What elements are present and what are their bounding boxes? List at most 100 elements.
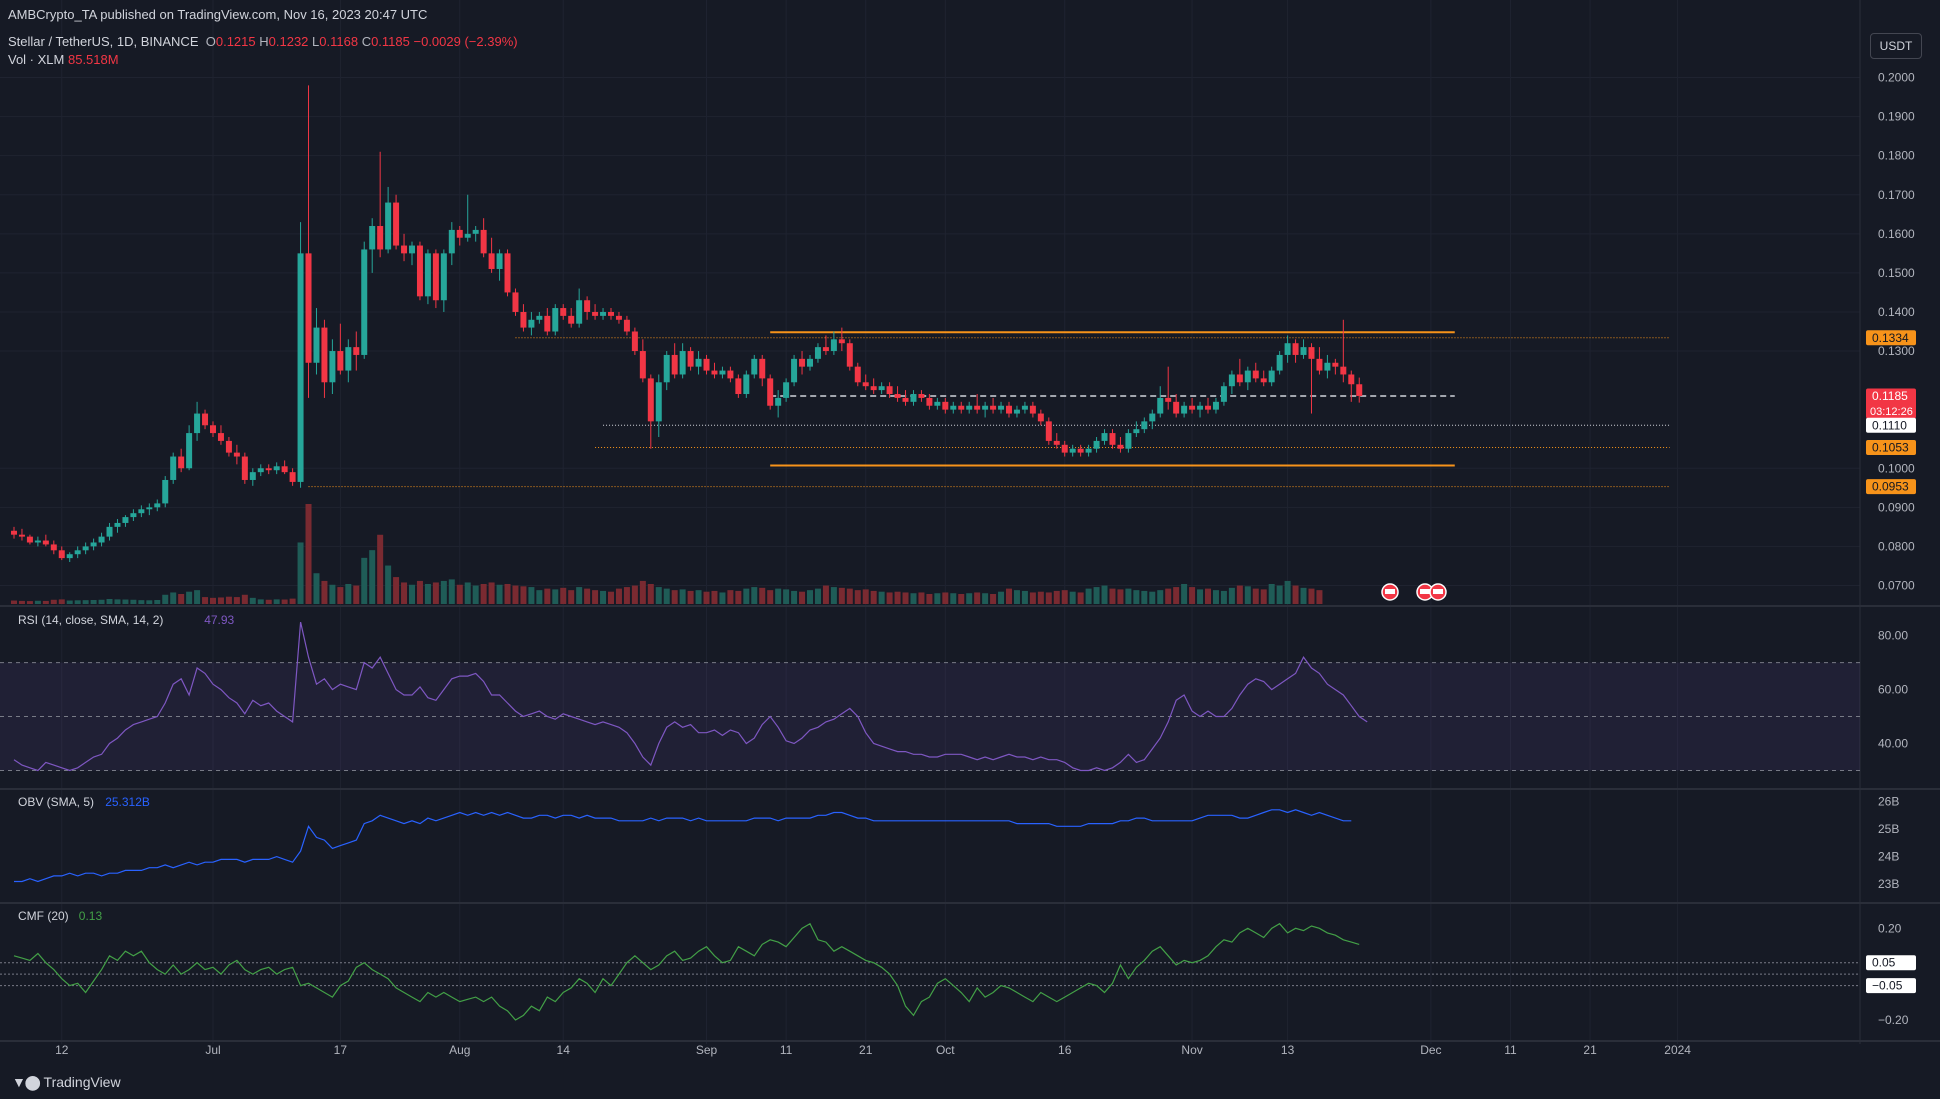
volume-bar — [830, 587, 837, 604]
candle-body — [1101, 433, 1108, 441]
volume-bar — [98, 599, 105, 604]
volume-bar — [448, 579, 455, 604]
volume-bar — [1165, 588, 1172, 604]
time-tick: 16 — [1058, 1043, 1072, 1057]
obv-tick: 24B — [1878, 850, 1899, 864]
candle-body — [1340, 366, 1347, 375]
time-tick: 14 — [557, 1043, 571, 1057]
candle-body — [106, 526, 113, 537]
volume-bar — [1236, 585, 1243, 604]
close-value: 0.1185 — [371, 34, 410, 49]
candle-body — [170, 456, 177, 480]
volume-bar — [1141, 590, 1148, 604]
support-resistance-levels — [308, 331, 1670, 488]
price-axis[interactable]: 0.2000 0.1900 0.1800 0.1700 0.1600 0.1500 0.14… — [1878, 71, 1915, 1027]
obv-tick: 23B — [1878, 877, 1899, 891]
candle-body — [1109, 433, 1116, 445]
candle-body — [568, 315, 575, 324]
volume-bar — [998, 591, 1005, 604]
candle-body — [496, 253, 503, 269]
volume-bar — [1149, 591, 1156, 604]
volume-bar — [647, 584, 654, 604]
currency-button[interactable]: USDT — [1870, 33, 1922, 59]
volume-bar — [695, 590, 702, 604]
candle-body — [536, 315, 543, 320]
time-tick: Sep — [696, 1043, 718, 1057]
price-label: 0.05 — [1872, 956, 1896, 970]
volume-bar — [345, 584, 352, 604]
candle-body — [783, 382, 790, 398]
volume-bar — [424, 584, 431, 604]
candle-body — [480, 229, 487, 254]
candle-body — [1244, 370, 1251, 383]
candle-body — [1029, 405, 1036, 414]
candle-body — [409, 245, 415, 254]
volume-bar — [966, 593, 973, 604]
volume-bar — [217, 597, 224, 604]
price-tick: 0.1800 — [1878, 149, 1915, 163]
volume-bar — [385, 565, 392, 604]
volume-bar — [759, 587, 766, 604]
candle-body — [42, 540, 49, 545]
candle-body — [512, 292, 519, 312]
volume-bar — [1205, 588, 1211, 604]
volume-bar — [536, 590, 543, 604]
volume-bar — [42, 600, 49, 604]
volume-bar — [783, 589, 790, 604]
volume-bar — [1006, 588, 1012, 604]
volume-bar — [608, 591, 614, 604]
candle-body — [432, 253, 439, 301]
grid-lines — [0, 0, 1860, 1044]
volume-bar — [496, 584, 503, 604]
tradingview-brand[interactable]: ▼⬤ TradingView — [12, 1074, 121, 1091]
candle-body — [178, 456, 185, 469]
volume-bar — [353, 585, 360, 604]
candle-body — [401, 245, 408, 254]
time-tick: Dec — [1420, 1043, 1441, 1057]
candle-body — [631, 331, 638, 352]
candle-body — [297, 253, 304, 482]
volume-bar — [791, 590, 798, 604]
candle-body — [711, 370, 718, 375]
volume-bar — [639, 580, 646, 604]
candle-body — [791, 358, 798, 383]
price-label: 0.1110 — [1872, 418, 1907, 432]
candle-body — [241, 456, 248, 480]
volume-bar — [361, 557, 368, 604]
candle-body — [329, 351, 336, 383]
volume-bar — [401, 582, 408, 604]
time-tick: 21 — [1583, 1043, 1597, 1057]
low-value: 0.1168 — [319, 34, 359, 49]
rsi-legend-value: 47.93 — [204, 613, 234, 627]
volume-bar — [241, 594, 248, 604]
volume-bar — [600, 590, 607, 604]
candle-body — [934, 401, 941, 406]
symbol-title[interactable]: Stellar / TetherUS, 1D, BINANCE — [8, 34, 199, 49]
candle-body — [830, 339, 837, 352]
candle-body — [623, 319, 630, 332]
obv-line — [14, 809, 1352, 883]
candle-body — [225, 440, 232, 453]
candle-body — [639, 351, 646, 379]
volume-bar — [990, 594, 997, 604]
volume-bar — [942, 592, 949, 604]
publisher-line: AMBCrypto_TA published on TradingView.co… — [8, 7, 427, 22]
volume-bar — [1085, 588, 1092, 604]
candle-body — [655, 382, 662, 422]
candle-body — [1149, 413, 1156, 422]
publisher-author[interactable]: AMBCrypto_TA — [8, 7, 97, 22]
time-tick: 13 — [1281, 1043, 1295, 1057]
volume-bar — [82, 600, 89, 604]
candle-body — [456, 229, 463, 238]
volume-bar — [1316, 590, 1323, 604]
obv-tick: 25B — [1878, 822, 1899, 836]
candle-body — [1141, 421, 1148, 430]
open-value: 0.1215 — [215, 34, 256, 49]
candle-body — [1053, 440, 1060, 445]
volume-bar — [58, 599, 65, 604]
volume-bar — [974, 592, 981, 604]
volume-bar — [1101, 585, 1108, 604]
volume-label[interactable]: Vol · XLM — [8, 52, 65, 67]
time-axis[interactable]: 12 Jul 17 Aug 14 Sep 11 21 Oct 16 Nov 13 Dec 11 21 2024 — [55, 1043, 1691, 1057]
candle-body — [1284, 343, 1291, 355]
